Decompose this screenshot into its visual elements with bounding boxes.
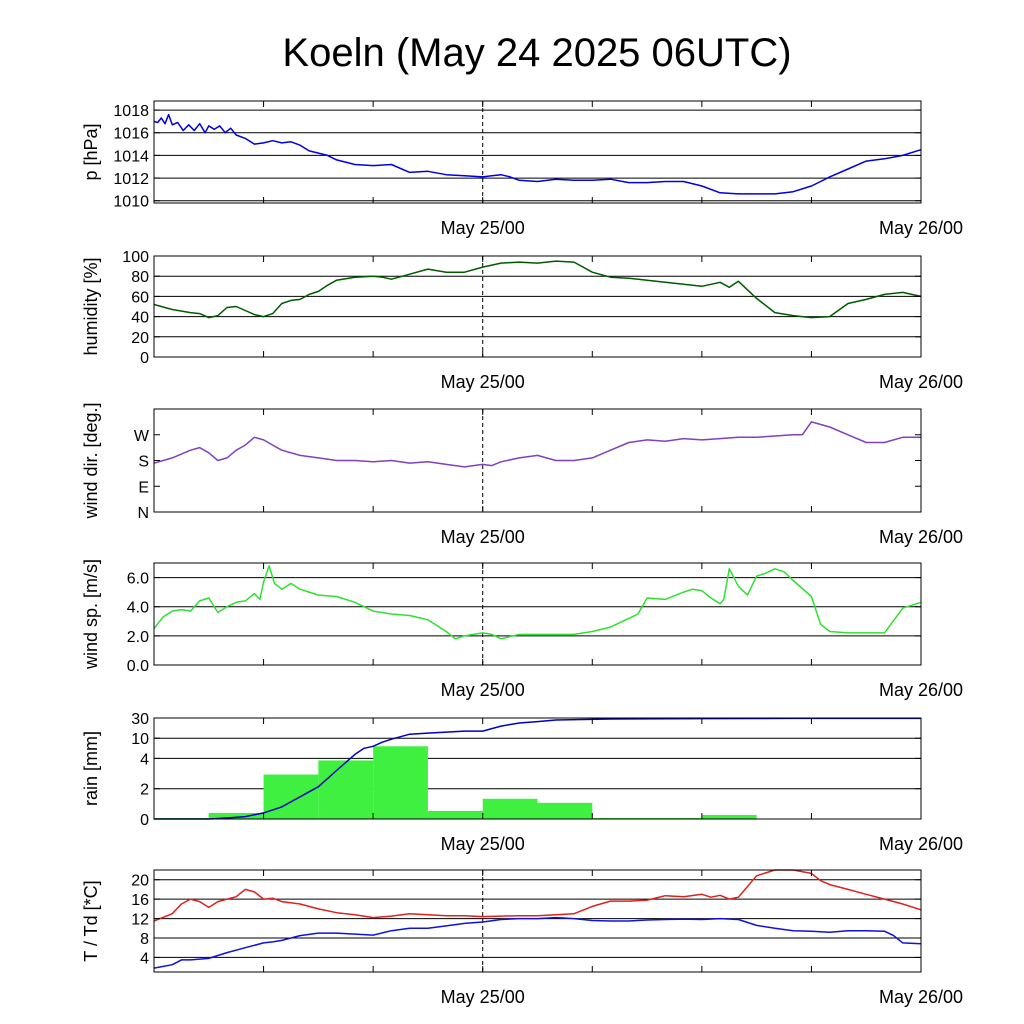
rain-bar [427,810,483,819]
y-axis-label: wind dir. [deg.] [81,402,101,519]
panel-temperature: 4 8 12 16 20 May 25/00 May 26/00 T / Td [*C] [81,869,963,1007]
x-tick-label: May 26/00 [879,680,963,700]
chart-title: Koeln (May 24 2025 06UTC) [282,31,791,75]
rain-bar [701,814,757,819]
rain-bar [537,802,593,819]
rain-bar [647,817,702,819]
series-line-0 [153,260,922,319]
y-tick-label: 10 [131,731,149,748]
series-line-0 [153,421,921,468]
y-tick-label: 0 [140,812,149,829]
y-tick-label: 2.0 [127,629,149,646]
plot-frame [153,255,922,358]
x-tick-label: May 25/00 [441,218,525,238]
y-tick-label: 2 [140,782,149,799]
y-tick-label: N [137,505,149,522]
rain-bar [208,812,264,819]
y-tick-label: 4.0 [127,600,149,617]
series-line-0 [154,717,921,820]
y-tick-label: 8 [140,931,149,948]
y-tick-label: E [138,479,149,496]
y-tick-label: W [134,428,150,445]
x-tick-label: May 25/00 [441,987,525,1007]
panel-rain: 0 2 4 10 30 May 25/00 May 26/00 rain [mm] [81,711,963,854]
plot-frame [153,717,922,820]
rain-bar [318,760,374,819]
y-tick-label: 60 [131,289,149,306]
y-tick-label: 20 [131,330,149,347]
panel-pressure: 1010 1012 1014 1016 1018 May 25/00 May 26/00 p … [81,100,963,238]
y-tick-label: S [138,454,149,471]
series-line-0 [153,565,922,640]
x-tick-label: May 25/00 [441,527,525,547]
x-tick-label: May 26/00 [879,834,963,854]
x-tick-label: May 25/00 [441,834,525,854]
panel-wind-speed: 0.0 2.0 4.0 6.0 May 25/00 May 26/00 wind sp. [… [81,559,963,700]
rain-bar [592,817,648,819]
y-axis-label: rain [mm] [81,731,101,806]
series-line-1 [153,916,922,969]
y-tick-label: 1018 [113,103,149,120]
y-tick-label: 1016 [113,126,149,143]
y-tick-label: 16 [131,892,149,909]
rain-bar [373,746,428,819]
y-tick-label: 30 [131,711,149,728]
y-tick-label: 4 [140,950,149,967]
x-tick-label: May 26/00 [879,218,963,238]
y-tick-label: 1014 [113,148,149,165]
y-tick-label: 0 [140,350,149,367]
x-tick-label: May 26/00 [879,372,963,392]
y-tick-label: 40 [131,310,149,327]
x-tick-label: May 25/00 [441,680,525,700]
panel-humidity: 0 20 40 60 80 100 May 25/00 May 26/00 humidity [… [81,249,963,392]
x-tick-label: May 26/00 [879,527,963,547]
y-tick-label: 6.0 [127,571,149,588]
y-tick-label: 12 [131,912,149,929]
x-tick-label: May 26/00 [879,987,963,1007]
series-line-0 [153,113,922,195]
y-tick-label: 4 [140,751,149,768]
plot-frame [153,869,922,973]
y-axis-label: wind sp. [m/s] [81,559,101,670]
rain-bar [263,774,319,819]
y-axis-label: humidity [%] [81,257,101,355]
y-tick-label: 1010 [113,194,149,211]
y-tick-label: 0.0 [127,658,149,675]
y-axis-label: p [hPa] [81,123,101,180]
y-tick-label: 80 [131,269,149,286]
x-tick-label: May 25/00 [441,372,525,392]
plot-frame [153,562,922,666]
y-tick-label: 100 [122,249,149,266]
rain-bar [482,798,538,819]
y-tick-label: 1012 [113,171,149,188]
plot-frame [153,100,922,204]
y-axis-label: T / Td [*C] [81,880,101,961]
y-tick-label: 20 [131,873,149,890]
